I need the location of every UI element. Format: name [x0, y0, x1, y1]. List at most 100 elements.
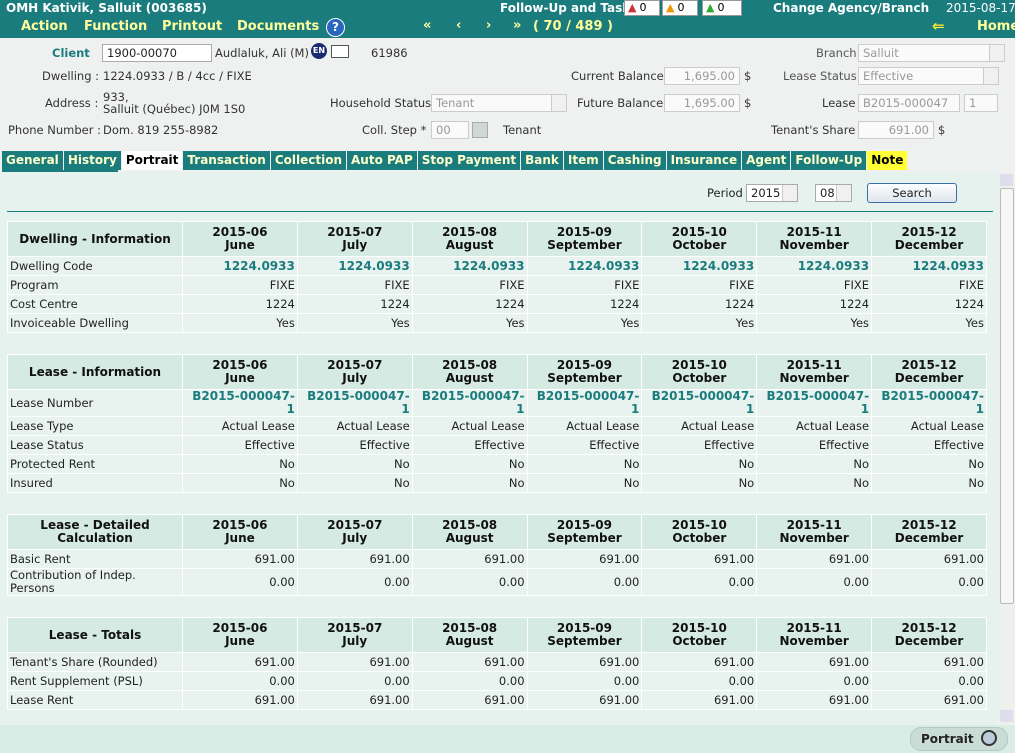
- branch[interactable]: Salluit: [858, 44, 1005, 62]
- cell-link[interactable]: B2015-000047-1: [297, 390, 412, 416]
- cell-link[interactable]: 1224.0933: [757, 257, 872, 275]
- period-code: 2015-11: [786, 518, 842, 532]
- future-balance: 1,695.00: [664, 94, 740, 112]
- period-header: 2015-08 August: [412, 618, 527, 652]
- cell: 1224: [757, 295, 872, 313]
- phone: Dom. 819 255-8982: [103, 123, 219, 137]
- cell-link[interactable]: 1224.0933: [183, 257, 297, 275]
- cell-link[interactable]: 1224.0933: [412, 257, 527, 275]
- dropdown[interactable]: [782, 185, 797, 201]
- follow-up-label[interactable]: Follow-Up and Task: [500, 1, 631, 15]
- search-button[interactable]: Search: [867, 183, 957, 203]
- cell-link[interactable]: B2015-000047-1: [872, 390, 986, 416]
- tab[interactable]: Stop Payment: [417, 151, 521, 170]
- language[interactable]: EN: [311, 43, 327, 59]
- dropdown[interactable]: [836, 185, 851, 201]
- cell: 1224: [183, 295, 297, 313]
- lease-status[interactable]: Effective: [858, 67, 999, 85]
- view-button[interactable]: Portrait: [910, 727, 1008, 751]
- counter[interactable]: ▲ 0: [662, 0, 698, 16]
- period-header: 2015-12 December: [872, 515, 986, 549]
- tab[interactable]: Follow-Up: [791, 151, 867, 170]
- tab[interactable]: Item: [563, 151, 603, 170]
- coll-step[interactable]: 00: [431, 121, 469, 139]
- cell: Effective: [412, 436, 527, 454]
- cell-link[interactable]: B2015-000047-1: [642, 390, 757, 416]
- cell: Effective: [527, 436, 642, 454]
- period-header: 2015-11 November: [757, 355, 872, 389]
- tab[interactable]: Bank: [521, 151, 563, 170]
- help[interactable]: ?: [326, 18, 345, 37]
- nav-next[interactable]: ›: [486, 18, 492, 33]
- scroll-thumb[interactable]: [1000, 188, 1014, 604]
- cell-link[interactable]: B2015-000047-1: [183, 390, 297, 416]
- period-header: 2015-12 December: [872, 222, 986, 256]
- scrollbar[interactable]: [998, 172, 1015, 725]
- change-agency[interactable]: Change Agency/Branch: [773, 1, 930, 15]
- label: Household Status: [330, 96, 432, 110]
- period-code: 2015-06: [212, 621, 268, 635]
- tab[interactable]: Collection: [270, 151, 346, 170]
- section-title: Dwelling - Information: [8, 222, 182, 256]
- cell-link[interactable]: 1224.0933: [527, 257, 642, 275]
- period-month[interactable]: 08: [815, 184, 852, 202]
- cell-link[interactable]: B2015-000047-1: [757, 390, 872, 416]
- row-label: Lease Rent: [8, 691, 182, 709]
- tab[interactable]: Transaction: [183, 151, 270, 170]
- period-header: 2015-07 July: [297, 222, 412, 256]
- period-year[interactable]: 2015: [746, 184, 798, 202]
- row-label: Program: [8, 276, 182, 294]
- cell-link[interactable]: 1224.0933: [872, 257, 986, 275]
- tab[interactable]: Agent: [742, 151, 791, 170]
- dropdown[interactable]: [983, 68, 998, 84]
- period-code: 2015-07: [327, 518, 383, 532]
- tab[interactable]: Auto PAP: [347, 151, 417, 170]
- mail-icon[interactable]: [331, 45, 349, 58]
- scroll-down[interactable]: [1000, 710, 1013, 722]
- tab[interactable]: History: [63, 151, 121, 170]
- tab[interactable]: Portrait: [121, 151, 183, 170]
- period-code: 2015-06: [212, 518, 268, 532]
- menu-item[interactable]: Documents: [237, 19, 320, 34]
- cell: 691.00: [872, 691, 986, 709]
- period-code: 2015-08: [442, 621, 498, 635]
- household-status[interactable]: Tenant: [431, 94, 567, 112]
- tab[interactable]: General: [2, 151, 63, 170]
- tab[interactable]: Cashing: [603, 151, 666, 170]
- data-row: Cost Centre 1224 1224 1224 1224 1224 1224 1224: [8, 295, 986, 313]
- cell: 1224: [297, 295, 412, 313]
- view-icon: [981, 730, 997, 746]
- tab[interactable]: Note: [867, 151, 908, 170]
- cell-link[interactable]: B2015-000047-1: [527, 390, 642, 416]
- counter[interactable]: ▲ 0: [702, 0, 742, 16]
- row-label: Dwelling Code: [8, 257, 182, 275]
- period-month: December: [894, 238, 964, 252]
- tab[interactable]: Insurance: [666, 151, 742, 170]
- dropdown[interactable]: [551, 95, 566, 111]
- nav-prev[interactable]: ‹: [456, 18, 462, 33]
- nav-last[interactable]: »: [513, 18, 522, 33]
- unit: $: [938, 123, 946, 137]
- nav-first[interactable]: «: [423, 18, 432, 33]
- menu-item[interactable]: Function: [84, 19, 148, 34]
- data-row: Basic Rent 691.00 691.00 691.00 691.00 691.00…: [8, 550, 986, 568]
- scroll-up[interactable]: [1000, 174, 1013, 186]
- row-label: Rent Supplement (PSL): [8, 672, 182, 690]
- data-row: Insured No No No No No No No: [8, 474, 986, 492]
- period-label: Period: [707, 186, 743, 200]
- counter[interactable]: ▲ 0: [624, 0, 660, 16]
- lookup-icon[interactable]: [472, 122, 488, 138]
- menu-item[interactable]: Printout: [162, 19, 223, 34]
- cell: 691.00: [412, 691, 527, 709]
- home-icon[interactable]: ⇐: [932, 17, 945, 35]
- cell-link[interactable]: B2015-000047-1: [412, 390, 527, 416]
- home[interactable]: Home: [977, 19, 1015, 34]
- cell-link[interactable]: 1224.0933: [297, 257, 412, 275]
- client-number[interactable]: 1900-00070: [102, 44, 212, 62]
- cell: Yes: [527, 314, 642, 332]
- client-panel: Client 1900-00070 Audlaluk, Ali (M) EN 6…: [0, 38, 1015, 150]
- menu-item[interactable]: Action: [21, 19, 68, 34]
- cell: Actual Lease: [757, 417, 872, 435]
- dropdown[interactable]: [989, 45, 1004, 61]
- cell-link[interactable]: 1224.0933: [642, 257, 757, 275]
